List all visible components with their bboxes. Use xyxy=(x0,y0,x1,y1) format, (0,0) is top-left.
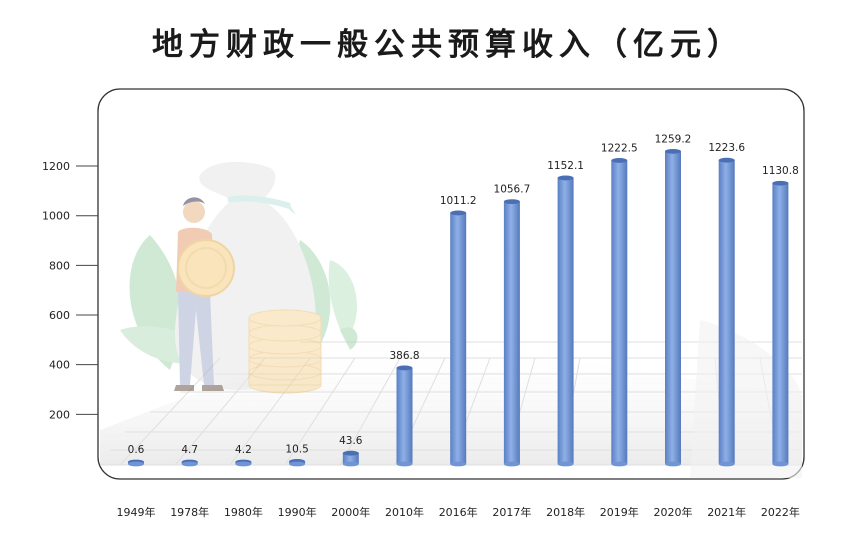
bar xyxy=(396,365,413,467)
data-label: 1056.7 xyxy=(494,184,531,196)
data-label: 10.5 xyxy=(285,443,308,455)
bar xyxy=(235,459,252,467)
bar-base xyxy=(503,461,520,467)
data-label: 43.6 xyxy=(339,435,363,447)
bar-base xyxy=(289,461,306,467)
y-tick-label: 400 xyxy=(49,359,70,372)
bar xyxy=(665,148,681,467)
x-axis: 1949年 1978年 1980年 1990年 2000年 2010年 2016年 2017年… xyxy=(117,505,800,519)
bar-cap xyxy=(396,365,413,371)
bar-base xyxy=(772,461,789,467)
data-labels: 0.6 4.7 4.2 10.5 43.6 386.8 1011.2 1056.7 1152.1… xyxy=(128,133,799,456)
bar xyxy=(342,450,359,467)
y-tick-label: 800 xyxy=(49,259,70,272)
bar-body xyxy=(772,183,789,465)
data-label: 386.8 xyxy=(389,350,419,362)
bar-body xyxy=(611,160,628,464)
bar xyxy=(772,180,789,467)
bar xyxy=(450,210,467,467)
bar-cap xyxy=(665,148,681,154)
bar-cap xyxy=(718,157,735,163)
data-label: 1223.6 xyxy=(708,142,745,154)
y-tick-label: 1200 xyxy=(42,160,70,173)
x-tick-label: 1949年 xyxy=(117,505,156,519)
bar-cap xyxy=(557,175,574,181)
bar-body xyxy=(718,160,735,464)
x-tick-label: 1978年 xyxy=(170,505,209,519)
bar xyxy=(128,459,144,467)
bar-base xyxy=(557,461,574,467)
x-tick-label: 2018年 xyxy=(546,505,585,519)
bar-base xyxy=(128,461,144,467)
bar-cap xyxy=(772,180,789,186)
data-label: 4.7 xyxy=(181,444,198,456)
bar xyxy=(289,458,306,467)
y-tick-label: 200 xyxy=(49,408,70,421)
bar-cap xyxy=(503,199,520,205)
data-label: 1130.8 xyxy=(762,165,799,177)
bar-cap xyxy=(611,158,628,163)
bar-base xyxy=(665,461,681,467)
bar-cap xyxy=(450,210,467,216)
bar-base xyxy=(718,461,735,467)
data-label: 1259.2 xyxy=(655,133,692,145)
bar-body xyxy=(396,367,413,464)
data-label: 1011.2 xyxy=(440,195,477,207)
bar xyxy=(181,459,198,467)
data-label: 1222.5 xyxy=(601,142,638,154)
x-tick-label: 2021年 xyxy=(707,505,746,519)
bar-base xyxy=(396,461,413,467)
bar-cap xyxy=(342,450,359,456)
x-tick-label: 2020年 xyxy=(654,505,693,519)
bar xyxy=(718,157,735,467)
x-tick-label: 2022年 xyxy=(761,505,800,519)
bar-body xyxy=(450,212,467,464)
money-bag-illustration xyxy=(120,161,358,394)
data-label: 4.2 xyxy=(235,444,252,456)
x-tick-label: 2019年 xyxy=(600,505,639,519)
x-tick-label: 1980年 xyxy=(224,505,263,519)
y-tick-label: 600 xyxy=(49,309,70,322)
bars xyxy=(128,148,789,467)
data-label: 1152.1 xyxy=(547,160,584,172)
bar-body xyxy=(557,177,574,464)
bar-base xyxy=(181,461,198,467)
bar-body xyxy=(342,453,359,464)
bar xyxy=(503,199,520,467)
x-tick-label: 2010年 xyxy=(385,505,424,519)
bar-base xyxy=(235,461,252,467)
data-label: 0.6 xyxy=(128,444,145,456)
chart-title: 地方财政一般公共预算收入（亿元） xyxy=(152,27,744,63)
bar-base xyxy=(450,461,467,467)
x-tick-label: 1990年 xyxy=(278,505,317,519)
bar-body xyxy=(665,151,681,464)
x-tick-label: 2016年 xyxy=(439,505,478,519)
bar-base xyxy=(611,461,628,467)
bar xyxy=(611,158,628,467)
x-tick-label: 2017年 xyxy=(492,505,531,519)
x-tick-label: 2000年 xyxy=(331,505,370,519)
y-tick-label: 1000 xyxy=(42,210,70,223)
bar-body xyxy=(503,201,520,464)
bar xyxy=(557,175,574,467)
y-axis: 200 400 600 800 1000 1200 xyxy=(42,160,98,421)
bar-base xyxy=(342,461,359,467)
